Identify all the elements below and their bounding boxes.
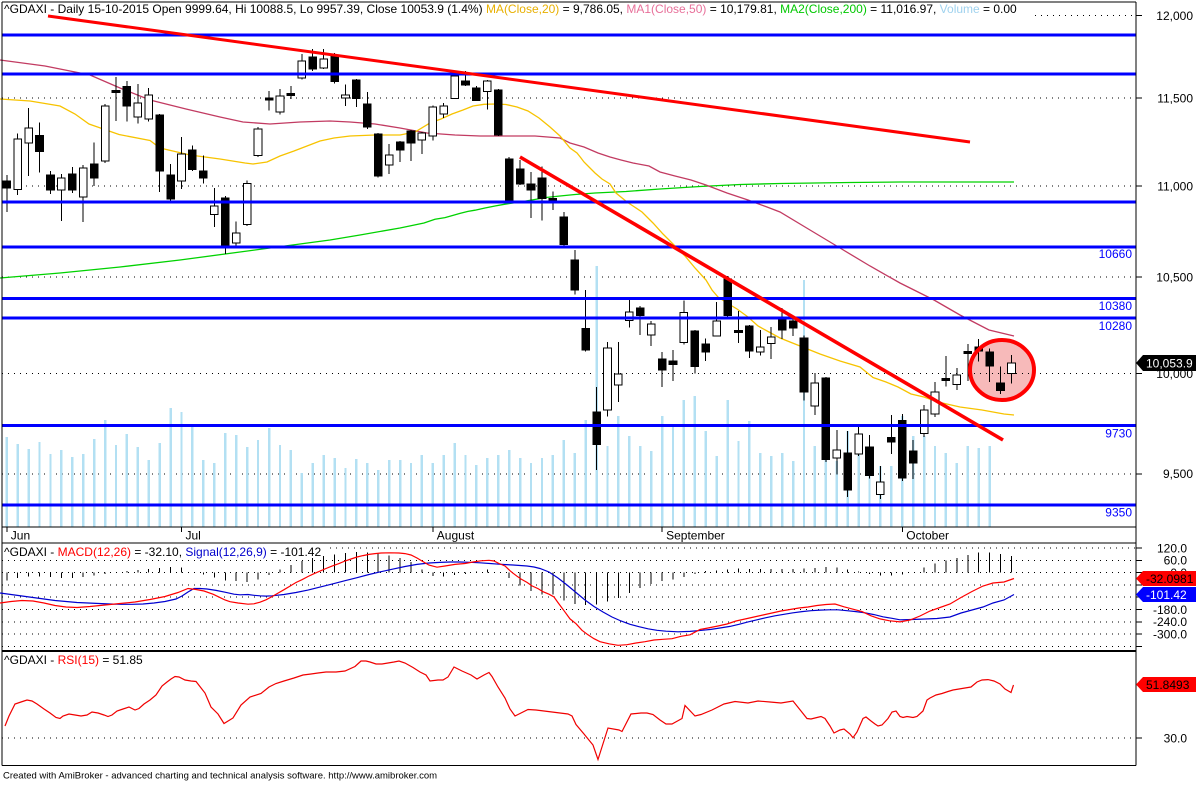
svg-text:Jun: Jun [11,529,30,543]
svg-text:10660: 10660 [1099,247,1133,261]
svg-text:9,500: 9,500 [1163,467,1193,481]
svg-text:30.0: 30.0 [1164,731,1188,745]
svg-text:-32.0981: -32.0981 [1146,572,1194,586]
svg-text:Created with AmiBroker - advan: Created with AmiBroker - advanced charti… [3,770,437,781]
svg-text:^GDAXI - Daily 15-10-2015 Open: ^GDAXI - Daily 15-10-2015 Open 9999.64, … [4,2,1017,16]
svg-text:12,000: 12,000 [1156,9,1193,23]
svg-text:51.8493: 51.8493 [1146,678,1190,692]
svg-text:9350: 9350 [1105,506,1132,520]
svg-text:10280: 10280 [1099,319,1133,333]
svg-text:-101.42: -101.42 [1146,588,1187,602]
svg-text:^GDAXI - MACD(12,26) = -32.10,: ^GDAXI - MACD(12,26) = -32.10, Signal(12… [4,545,321,559]
svg-text:60.0: 60.0 [1164,554,1188,568]
svg-text:10380: 10380 [1099,299,1133,313]
svg-text:Jul: Jul [186,529,201,543]
svg-text:-300.0: -300.0 [1153,627,1187,641]
svg-text:120.0: 120.0 [1157,541,1187,555]
svg-text:October: October [906,529,949,543]
svg-text:August: August [437,529,475,543]
svg-text:9730: 9730 [1105,427,1132,441]
svg-text:10,053.9: 10,053.9 [1146,356,1193,370]
svg-text:-180.0: -180.0 [1153,603,1187,617]
svg-text:10,500: 10,500 [1156,270,1193,284]
svg-text:^GDAXI - RSI(15) = 51.85: ^GDAXI - RSI(15) = 51.85 [4,653,143,667]
svg-text:September: September [666,529,725,543]
svg-text:11,500: 11,500 [1157,91,1193,105]
svg-text:11,000: 11,000 [1157,179,1193,193]
svg-text:-240.0: -240.0 [1153,615,1187,629]
